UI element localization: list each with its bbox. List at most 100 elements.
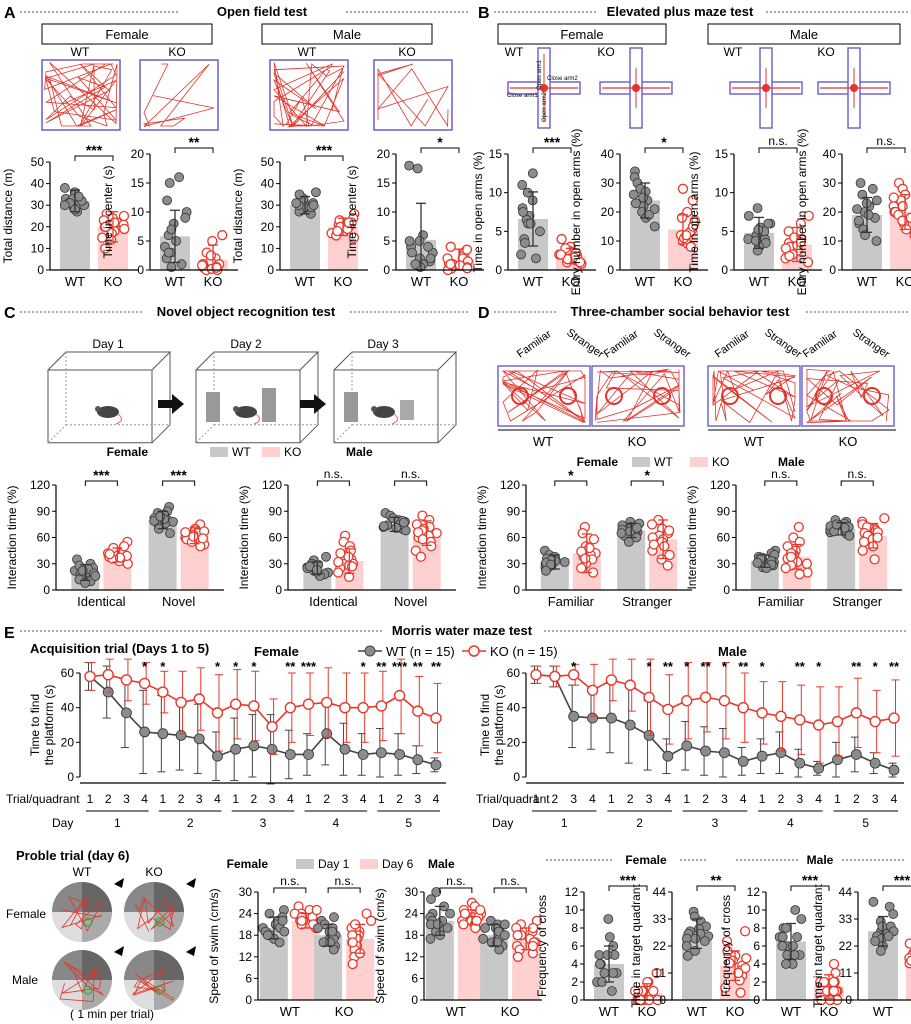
- data-point: [888, 192, 899, 203]
- y-tick-label: 0: [267, 263, 274, 277]
- data-point: [831, 519, 842, 530]
- data-point: [248, 740, 260, 752]
- panel-B-sex-headers: Female Male WT KO WT KO: [497, 23, 901, 59]
- legend-ko: KO: [712, 455, 729, 469]
- y-tick-label: 12: [405, 950, 419, 964]
- data-point: [335, 548, 346, 559]
- group-label-wt: WT: [724, 45, 743, 59]
- x-tick-label: KO: [335, 1004, 354, 1019]
- y-tick-label: 8: [753, 921, 760, 935]
- y-tick-label: 60: [507, 666, 521, 680]
- y-tick-label: 10: [747, 903, 761, 917]
- x-tick-label: 4: [891, 792, 898, 806]
- data-point: [180, 527, 191, 538]
- day-label: 3: [712, 816, 719, 830]
- y-tick-label: 90: [507, 504, 521, 518]
- speed-legend: Female Day 1 Day 6 Male: [227, 857, 455, 871]
- day-label: Day 3: [367, 337, 399, 351]
- data-point: [121, 707, 132, 719]
- data-point: [284, 749, 296, 760]
- three-chamber-tracks: [497, 365, 895, 427]
- y-tick-label: 20: [601, 205, 615, 219]
- data-point: [174, 172, 185, 183]
- sig-label: n.s.: [446, 874, 465, 888]
- x-tick-label: 3: [269, 792, 276, 806]
- y-tick-label: 5: [137, 234, 144, 248]
- data-point: [294, 189, 305, 200]
- data-point: [410, 259, 421, 270]
- y-tick-label: 44: [653, 885, 667, 899]
- x-tick-label: Familiar: [758, 594, 805, 609]
- sig-label: ***: [894, 872, 911, 888]
- y-tick-label: 6: [245, 971, 252, 985]
- data-point: [664, 549, 675, 561]
- x-tick-label: 4: [214, 792, 221, 806]
- sig-label: *: [568, 467, 574, 483]
- x-tick-label: 3: [196, 792, 203, 806]
- data-point: [587, 712, 598, 724]
- data-point: [556, 233, 567, 245]
- y-tick-label: 0: [275, 583, 282, 597]
- object-cylinder: [344, 392, 358, 422]
- sig-label: *: [684, 659, 690, 674]
- data-point: [646, 519, 658, 530]
- x-tick-label: 3: [414, 792, 421, 806]
- y-tick-label: 120: [710, 478, 730, 492]
- data-point: [676, 212, 688, 223]
- data-point: [412, 705, 424, 717]
- data-point: [84, 670, 96, 683]
- legend-swatch-day1: [296, 859, 314, 869]
- legend-swatch-day6: [360, 859, 378, 869]
- arrowhead-icon: [114, 878, 124, 888]
- data-point: [724, 958, 735, 969]
- data-point: [164, 178, 175, 188]
- sig-bracket: [327, 887, 361, 893]
- data-point: [348, 232, 360, 243]
- data-point: [525, 218, 536, 229]
- data-point: [740, 962, 751, 974]
- sig-label: *: [437, 134, 443, 150]
- x-tick-label: KO: [788, 274, 807, 289]
- data-point: [828, 976, 839, 988]
- data-point: [311, 904, 322, 916]
- probe-pools: [52, 878, 196, 1010]
- sig-label: *: [816, 659, 822, 674]
- sig-bracket: [764, 480, 798, 486]
- legend-day6: Day 6: [382, 857, 414, 871]
- track-path: [59, 961, 104, 1002]
- y-axis-label: Time in target quadrant: [629, 884, 643, 1008]
- data-point: [104, 548, 115, 560]
- y-axis-label: Interaction time (%): [685, 485, 699, 589]
- arena-box: [195, 351, 320, 444]
- track-path: [44, 62, 118, 127]
- data-point: [393, 689, 406, 702]
- x-tick-label: WT: [65, 274, 85, 289]
- data-point: [756, 750, 768, 762]
- x-tick-label: 1: [834, 792, 841, 806]
- data-point: [793, 521, 804, 533]
- sex-label-male: Male: [333, 27, 361, 42]
- y-axis-label: Time in open arms (%): [687, 152, 701, 273]
- y-tick-label: 30: [601, 176, 615, 190]
- data-point: [303, 749, 314, 760]
- y-tick-label: 24: [239, 907, 253, 921]
- sig-label: ***: [301, 659, 317, 674]
- y-tick-label: 20: [507, 735, 521, 749]
- y-tick-label: 20: [823, 205, 837, 219]
- sig-label: **: [663, 659, 674, 674]
- data-point: [180, 212, 191, 223]
- data-point: [753, 224, 764, 235]
- y-tick-label: 33: [653, 912, 667, 926]
- data-point: [407, 247, 417, 258]
- y-axis-label: Time to find: [28, 694, 42, 756]
- data-point: [518, 207, 528, 217]
- panel-title: Morris water maze test: [392, 623, 533, 638]
- data-point: [404, 160, 415, 171]
- legend-ko: KO: [284, 445, 301, 459]
- data-point: [752, 557, 763, 568]
- y-tick-label: 20: [61, 735, 75, 749]
- arrowhead-icon: [186, 946, 196, 956]
- nor-arena-illustration: [47, 351, 458, 444]
- track-center: [540, 84, 548, 92]
